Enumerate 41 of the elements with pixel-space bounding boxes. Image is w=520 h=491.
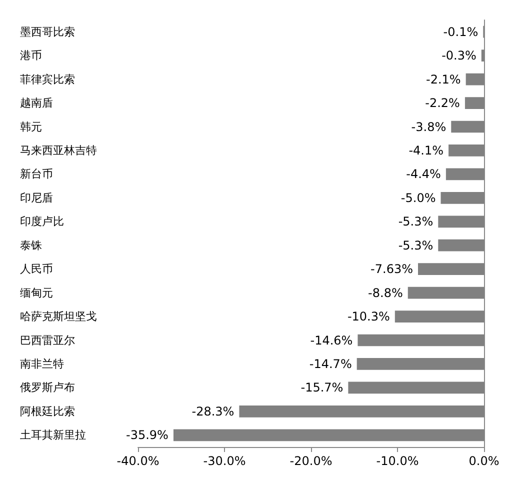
y-tick-label: 新台币 — [20, 168, 53, 181]
data-label: -4.1% — [408, 143, 444, 158]
x-tick-label: 0.0% — [468, 454, 500, 468]
data-label: -5.3% — [398, 214, 434, 229]
data-label: -14.7% — [309, 356, 352, 371]
y-tick-label: 韩元 — [20, 120, 42, 134]
y-tick-label: 印尼盾 — [20, 191, 53, 204]
x-tick-label: -10.0% — [376, 454, 419, 468]
y-tick-label: 哈萨克斯坦坚戈 — [20, 310, 97, 324]
data-label: -5.0% — [400, 190, 436, 205]
data-label: -15.7% — [300, 380, 344, 395]
y-tick-label: 港币 — [20, 49, 42, 62]
data-label: -14.6% — [310, 333, 353, 348]
y-tick-label: 缅甸元 — [20, 286, 53, 300]
y-tick-label: 马来西亚林吉特 — [20, 144, 97, 157]
y-tick-label: 土耳其新里拉 — [20, 428, 86, 442]
data-label: -0.3% — [442, 48, 476, 63]
y-tick-label: 越南盾 — [20, 96, 53, 110]
data-label: -5.3% — [398, 238, 434, 252]
y-tick-label: 南非兰特 — [20, 357, 64, 370]
y-tick-label: 俄罗斯卢布 — [20, 381, 75, 394]
data-label: -0.1% — [443, 24, 478, 39]
data-label: -35.9% — [126, 428, 168, 442]
data-label: -4.4% — [406, 167, 441, 182]
data-label: -2.2% — [425, 96, 460, 110]
y-tick-label: 巴西雷亚尔 — [20, 334, 75, 347]
x-tick-label: -30.0% — [203, 454, 246, 468]
data-label: -10.3% — [347, 310, 390, 324]
data-label: -28.3% — [192, 404, 234, 418]
data-label: -3.8% — [411, 120, 446, 134]
x-tick-label: -20.0% — [290, 454, 332, 468]
x-tick-label: -40.0% — [116, 454, 160, 468]
y-tick-label: 菲律宾比索 — [20, 72, 75, 86]
data-label: -8.8% — [368, 286, 403, 300]
y-tick-label: 阿根廷比索 — [20, 404, 75, 418]
y-tick-label: 墨西哥比索 — [20, 25, 75, 38]
y-tick-label: 泰铢 — [20, 238, 42, 252]
y-tick-label: 印度卢比 — [20, 215, 64, 228]
y-tick-label: 人民币 — [20, 262, 53, 276]
data-label: -2.1% — [426, 72, 461, 86]
data-label: -7.63% — [370, 262, 413, 276]
